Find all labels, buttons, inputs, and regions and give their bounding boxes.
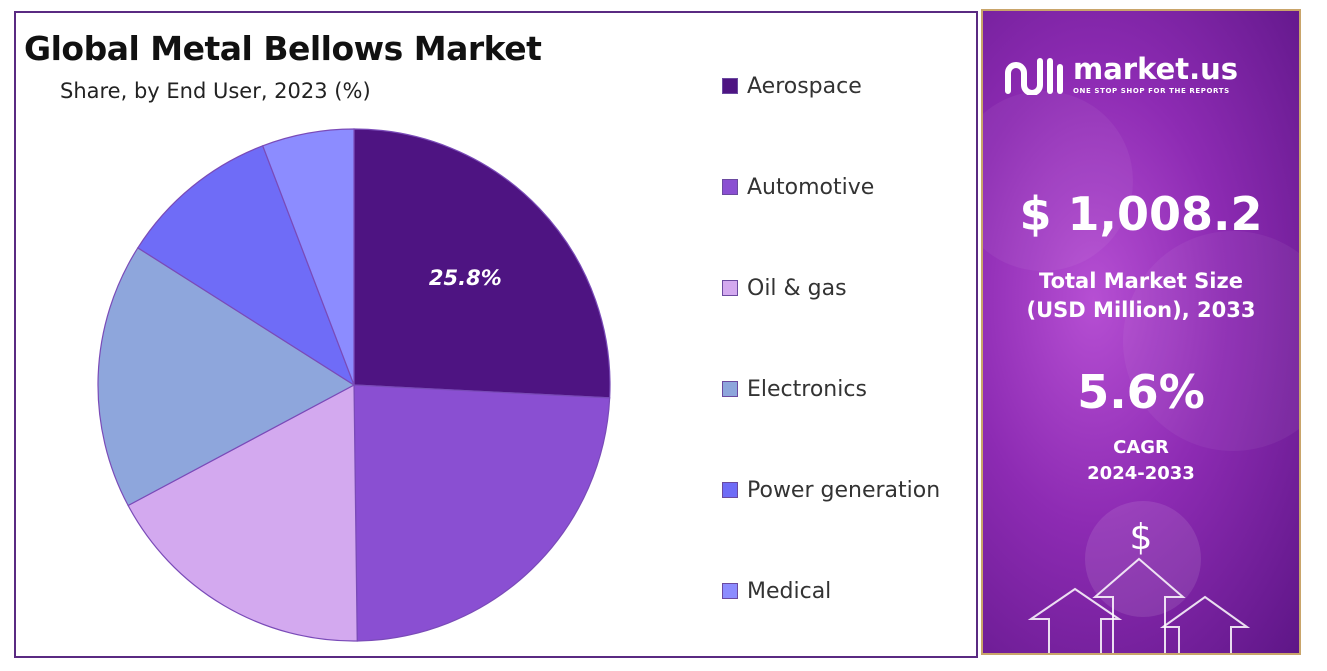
legend-label: Electronics [747, 376, 867, 402]
market-size-label: Total Market Size (USD Million), 2033 [983, 267, 1299, 325]
legend-item-oil-gas: Oil & gas [722, 273, 847, 303]
legend-label: Medical [747, 578, 832, 604]
legend-item-power-generation: Power generation [722, 475, 940, 505]
legend-label: Power generation [747, 477, 941, 503]
cagr-value: 5.6% [1077, 365, 1205, 419]
growth-arrows-icon [983, 91, 1299, 653]
pie-slice-automotive [353, 384, 611, 642]
pie-slice-electronics [97, 246, 356, 507]
data-label-aerospace: 25.8% [429, 266, 502, 290]
legend-swatch [722, 179, 738, 195]
legend-item-automotive: Automotive [722, 172, 874, 202]
market-size-label-line2: (USD Million), 2033 [1026, 298, 1256, 322]
legend-item-medical: Medical [722, 576, 831, 606]
market-size-label-line1: Total Market Size [1039, 269, 1243, 293]
legend-swatch [722, 482, 738, 498]
market-summary-panel: market.us ONE STOP SHOP FOR THE REPORTS … [981, 9, 1301, 655]
legend-swatch [722, 280, 738, 296]
pie-chart: 25.8% [97, 128, 611, 642]
brand-logo: market.us ONE STOP SHOP FOR THE REPORTS [1003, 55, 1238, 95]
chart-panel: Global Metal Bellows Market Share, by En… [14, 11, 978, 658]
pie-slice-aerospace [353, 128, 611, 399]
legend-swatch [722, 381, 738, 397]
legend-item-aerospace: Aerospace [722, 71, 862, 101]
legend-label: Aerospace [747, 73, 862, 99]
pie-slice-power-generation [137, 145, 356, 387]
cagr-label-block: CAGR 2024-2033 [983, 435, 1299, 487]
pie-slice-medical [261, 128, 355, 386]
brand-name: market.us [1073, 52, 1239, 86]
legend-swatch [722, 583, 738, 599]
chart-title: Global Metal Bellows Market [24, 29, 542, 68]
chart-subtitle: Share, by End User, 2023 (%) [60, 79, 371, 103]
cagr-label: CAGR [1113, 437, 1169, 458]
market-size-value: $ 1,008.2 [1019, 187, 1263, 241]
legend-label: Oil & gas [747, 275, 847, 301]
dollar-icon: $ [1129, 517, 1153, 558]
pie-slice-oil-gas [127, 384, 358, 642]
legend-item-electronics: Electronics [722, 374, 867, 404]
brand-tagline: ONE STOP SHOP FOR THE REPORTS [1073, 87, 1230, 95]
market-us-logo-icon [1005, 58, 1063, 95]
legend-swatch [722, 78, 738, 94]
legend-label: Automotive [747, 174, 875, 200]
cagr-period: 2024-2033 [1087, 463, 1195, 484]
